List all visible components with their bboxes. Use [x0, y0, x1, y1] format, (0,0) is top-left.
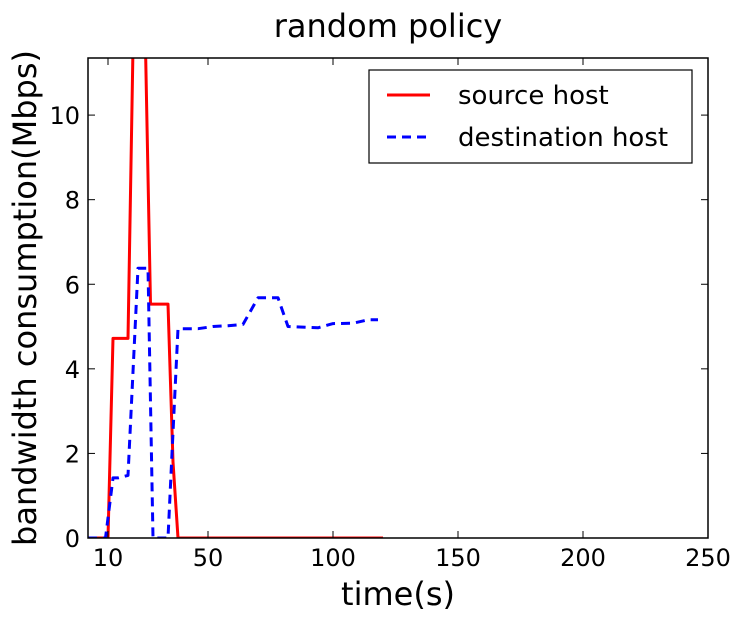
- x-tick-label: 200: [560, 544, 606, 572]
- chart-title: random policy: [274, 7, 502, 45]
- legend: source host destination host: [368, 69, 693, 164]
- legend-box: [368, 69, 693, 164]
- x-tick-label: 150: [435, 544, 481, 572]
- legend-label-destination-host: destination host: [458, 123, 668, 153]
- series-line-destination-host: [88, 266, 378, 538]
- x-tick-label: 250: [685, 544, 731, 572]
- y-tick-label: 8: [65, 187, 80, 215]
- y-tick-label: 0: [65, 525, 80, 553]
- y-tick-label: 2: [65, 440, 80, 468]
- ticks-layer: 10 50 100 150 200 250 0 2 4 6 8 10: [49, 58, 731, 572]
- y-tick-label: 6: [65, 271, 80, 299]
- y-axis-label: bandwidth consumption(Mbps): [6, 50, 44, 546]
- y-tick-label: 4: [65, 356, 80, 384]
- x-tick-label: 50: [193, 544, 224, 572]
- series-line-source-host: [88, 58, 383, 538]
- x-tick-label: 10: [93, 544, 124, 572]
- y-tick-label: 10: [49, 102, 80, 130]
- x-axis-label: time(s): [341, 575, 455, 613]
- series-layer: [88, 58, 383, 538]
- plot-frame: [87, 57, 709, 539]
- x-tick-label: 100: [310, 544, 356, 572]
- legend-label-source-host: source host: [458, 81, 609, 111]
